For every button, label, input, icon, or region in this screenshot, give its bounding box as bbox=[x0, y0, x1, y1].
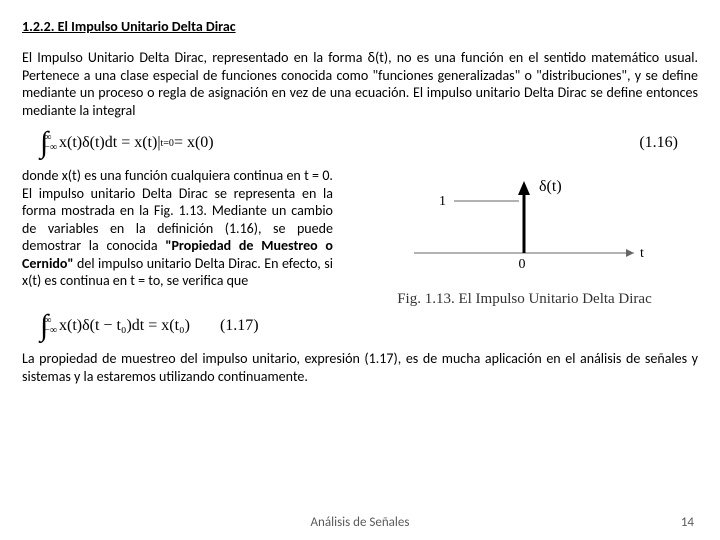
fig-t: t bbox=[640, 246, 644, 261]
eq1-body: x(t)δ(t)dt = x(t)| bbox=[59, 134, 161, 152]
equation-2: ∫ ∞ −∞ x(t)δ(t − t₀)dt = x(t₀) (1.17) bbox=[40, 316, 698, 336]
section-title: 1.2.2. El Impulso Unitario Delta Dirac bbox=[22, 18, 698, 35]
fig-zero: 0 bbox=[519, 257, 526, 272]
figure-caption: Fig. 1.13. El Impulso Unitario Delta Dir… bbox=[397, 291, 652, 308]
fig-one: 1 bbox=[439, 194, 446, 209]
figure-1-13: 1 δ(t) 0 t Fig. 1.13. El Impulso Unitari… bbox=[351, 167, 698, 308]
equation-1: ∫ ∞ −∞ x(t)δ(t)dt = x(t)|t=0 = x(0) (1.1… bbox=[40, 133, 698, 153]
eq2-body: x(t)δ(t − t₀)dt = x(t₀) bbox=[59, 317, 190, 335]
eq2-number: (1.17) bbox=[220, 317, 259, 335]
integral-symbol: ∫ bbox=[40, 134, 48, 152]
footer-text: Análisis de Señales bbox=[0, 515, 720, 530]
eq1-number: (1.16) bbox=[639, 134, 678, 152]
paragraph-1: El Impulso Unitario Delta Dirac, represe… bbox=[22, 49, 698, 119]
paragraph-2: donde x(t) es una función cualquiera con… bbox=[22, 167, 333, 308]
delta-diagram: 1 δ(t) 0 t bbox=[394, 173, 654, 283]
page-number: 14 bbox=[681, 515, 694, 530]
fig-delta-label: δ(t) bbox=[539, 178, 562, 195]
paragraph-3: La propiedad de muestreo del impulso uni… bbox=[22, 350, 698, 385]
integral-symbol-2: ∫ bbox=[40, 317, 48, 335]
eq1-sub: t=0 bbox=[161, 138, 174, 149]
eq1-tail: = x(0) bbox=[174, 134, 214, 152]
